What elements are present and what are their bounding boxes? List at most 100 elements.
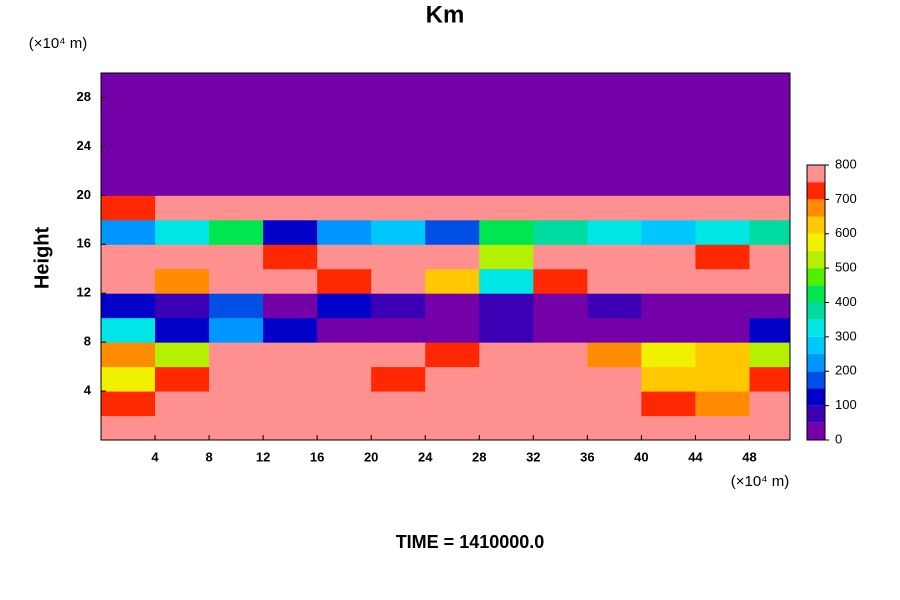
x-tick-label: 48 bbox=[742, 449, 756, 464]
cell bbox=[641, 293, 696, 319]
cell bbox=[695, 219, 750, 245]
x-tick-label: 40 bbox=[634, 449, 648, 464]
cell bbox=[749, 366, 791, 392]
cell bbox=[749, 73, 791, 98]
colorbar-band bbox=[807, 233, 825, 251]
cell bbox=[317, 244, 372, 270]
y-tick-label: 28 bbox=[77, 89, 91, 104]
cell bbox=[371, 342, 426, 368]
cell bbox=[641, 97, 696, 123]
cell bbox=[209, 317, 264, 343]
cell bbox=[641, 170, 696, 196]
colorbar-band bbox=[807, 336, 825, 355]
colorbar-band bbox=[807, 182, 825, 200]
colorbar-band bbox=[807, 216, 825, 234]
cell bbox=[263, 317, 318, 343]
cell bbox=[587, 268, 642, 294]
colorbar-tick-label: 700 bbox=[835, 191, 857, 206]
cell bbox=[749, 146, 791, 172]
cell bbox=[587, 342, 642, 368]
cell bbox=[425, 146, 480, 172]
cell bbox=[479, 121, 534, 147]
cell bbox=[749, 342, 791, 368]
cell bbox=[749, 195, 791, 221]
cell bbox=[371, 366, 426, 392]
cell bbox=[263, 121, 318, 147]
cell bbox=[533, 317, 588, 343]
cell bbox=[749, 293, 791, 319]
cell bbox=[425, 244, 480, 270]
cell bbox=[641, 219, 696, 245]
cell bbox=[533, 391, 588, 417]
cell bbox=[263, 146, 318, 172]
y-unit: (×10⁴ m) bbox=[29, 35, 88, 52]
cell bbox=[641, 317, 696, 343]
cell bbox=[695, 268, 750, 294]
cell bbox=[209, 342, 264, 368]
cell bbox=[749, 391, 791, 417]
colorbar-tick-label: 500 bbox=[835, 260, 857, 275]
cell bbox=[641, 73, 696, 98]
cell bbox=[263, 219, 318, 245]
cell bbox=[533, 342, 588, 368]
cell bbox=[695, 195, 750, 221]
colorbar-band bbox=[807, 422, 825, 440]
cell bbox=[425, 97, 480, 123]
cell bbox=[101, 342, 156, 368]
cell bbox=[317, 195, 372, 221]
colorbar-tick-label: 800 bbox=[835, 156, 857, 171]
colorbar-band bbox=[807, 354, 825, 372]
cell bbox=[209, 391, 264, 417]
cell bbox=[425, 195, 480, 221]
cell bbox=[425, 366, 480, 392]
cell bbox=[101, 146, 156, 172]
cell bbox=[587, 391, 642, 417]
cell bbox=[317, 391, 372, 417]
cell bbox=[533, 366, 588, 392]
cell bbox=[263, 97, 318, 123]
cell bbox=[695, 121, 750, 147]
cell bbox=[209, 170, 264, 196]
cell bbox=[155, 97, 210, 123]
cell bbox=[101, 195, 156, 221]
cell bbox=[587, 73, 642, 98]
cell bbox=[479, 366, 534, 392]
cell bbox=[155, 317, 210, 343]
cell bbox=[371, 293, 426, 319]
colorbar-tick-label: 0 bbox=[835, 431, 842, 446]
colorbar-tick-label: 100 bbox=[835, 397, 857, 412]
cell bbox=[101, 170, 156, 196]
cell bbox=[695, 170, 750, 196]
cell bbox=[587, 195, 642, 221]
y-tick-label: 12 bbox=[77, 285, 91, 300]
cell bbox=[695, 317, 750, 343]
cell bbox=[155, 391, 210, 417]
cell bbox=[749, 268, 791, 294]
cell bbox=[587, 244, 642, 270]
cell bbox=[587, 415, 642, 441]
cell bbox=[209, 195, 264, 221]
cell bbox=[209, 268, 264, 294]
cell bbox=[209, 97, 264, 123]
cell bbox=[101, 121, 156, 147]
cell bbox=[425, 342, 480, 368]
cell bbox=[155, 244, 210, 270]
cell bbox=[425, 170, 480, 196]
cell bbox=[533, 293, 588, 319]
cell bbox=[479, 293, 534, 319]
cell bbox=[479, 244, 534, 270]
cell bbox=[587, 219, 642, 245]
x-tick-label: 16 bbox=[310, 449, 324, 464]
cell bbox=[425, 121, 480, 147]
cell bbox=[209, 146, 264, 172]
cell bbox=[155, 415, 210, 441]
cell bbox=[263, 415, 318, 441]
cell bbox=[263, 366, 318, 392]
x-tick-label: 8 bbox=[205, 449, 212, 464]
cell bbox=[479, 195, 534, 221]
x-tick-label: 32 bbox=[526, 449, 540, 464]
cell bbox=[155, 342, 210, 368]
cell bbox=[263, 342, 318, 368]
cell bbox=[101, 391, 156, 417]
